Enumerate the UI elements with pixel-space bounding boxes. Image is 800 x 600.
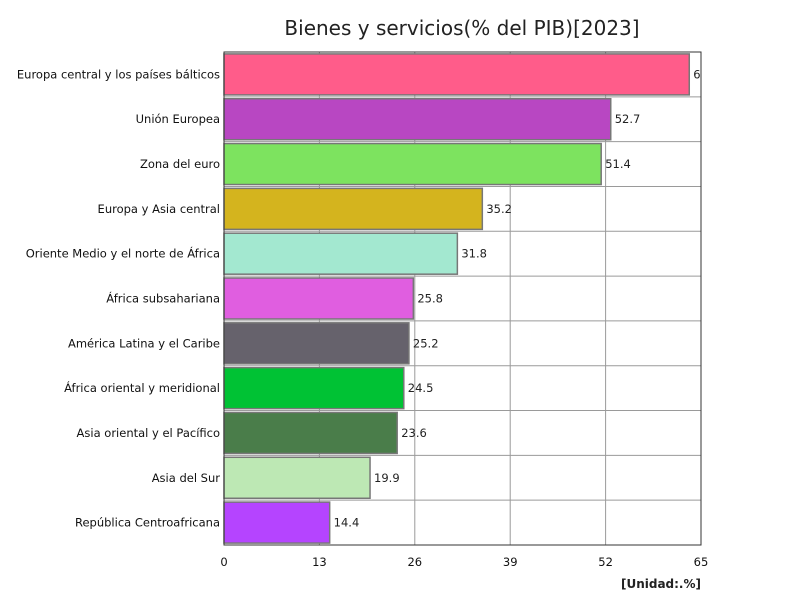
bar: [223, 232, 459, 275]
bar: [223, 277, 415, 320]
unit-label: [Unidad:.%]: [621, 577, 701, 591]
bar: [223, 322, 410, 365]
category-label: Asia oriental y el Pacífico: [77, 426, 220, 440]
bar: [223, 411, 398, 455]
x-tick-label: 65: [694, 555, 709, 569]
bar: [223, 142, 602, 186]
bar: [223, 53, 691, 96]
category-label: Unión Europea: [136, 112, 220, 126]
category-label: África subsahariana: [106, 291, 220, 306]
x-tick-label: 52: [598, 555, 613, 569]
x-axis-ticks: 0 13 26 39 52 65: [220, 555, 708, 569]
x-tick-label: 13: [312, 555, 327, 569]
data-label: 31.8: [461, 247, 487, 261]
category-label: Asia del Sur: [152, 471, 221, 485]
data-label: 24.5: [408, 381, 434, 395]
data-label: 51.4: [605, 157, 631, 171]
chart-title: Bienes y servicios(% del PIB)[2023]: [284, 16, 639, 40]
category-label: América Latina y el Caribe: [68, 336, 220, 350]
data-label: 6: [693, 67, 700, 81]
data-label: 52.7: [615, 112, 641, 126]
category-label: África oriental y meridional: [64, 380, 220, 395]
bar: [223, 456, 371, 500]
data-label: 14.4: [334, 516, 360, 530]
data-label: 25.2: [413, 336, 439, 350]
x-tick-label: 26: [407, 555, 422, 569]
bar: [223, 366, 405, 410]
plot-frame: [223, 51, 702, 546]
x-tick-label: 0: [220, 555, 227, 569]
data-label: 25.8: [417, 292, 443, 306]
data-label: 19.9: [374, 471, 400, 485]
bars: Europa central y los países bálticos 6 Uni…: [17, 53, 701, 544]
data-label: 35.2: [486, 202, 512, 216]
category-label: Europa central y los países bálticos: [17, 67, 220, 81]
category-label: Europa y Asia central: [98, 202, 220, 216]
bar: [223, 501, 331, 544]
bar: [223, 187, 484, 231]
category-label: Zona del euro: [140, 157, 220, 171]
category-label: República Centroafricana: [75, 516, 220, 530]
bar: [223, 97, 612, 141]
x-tick-label: 39: [503, 555, 518, 569]
category-label: Oriente Medio y el norte de África: [26, 246, 220, 261]
data-label: 23.6: [401, 426, 427, 440]
